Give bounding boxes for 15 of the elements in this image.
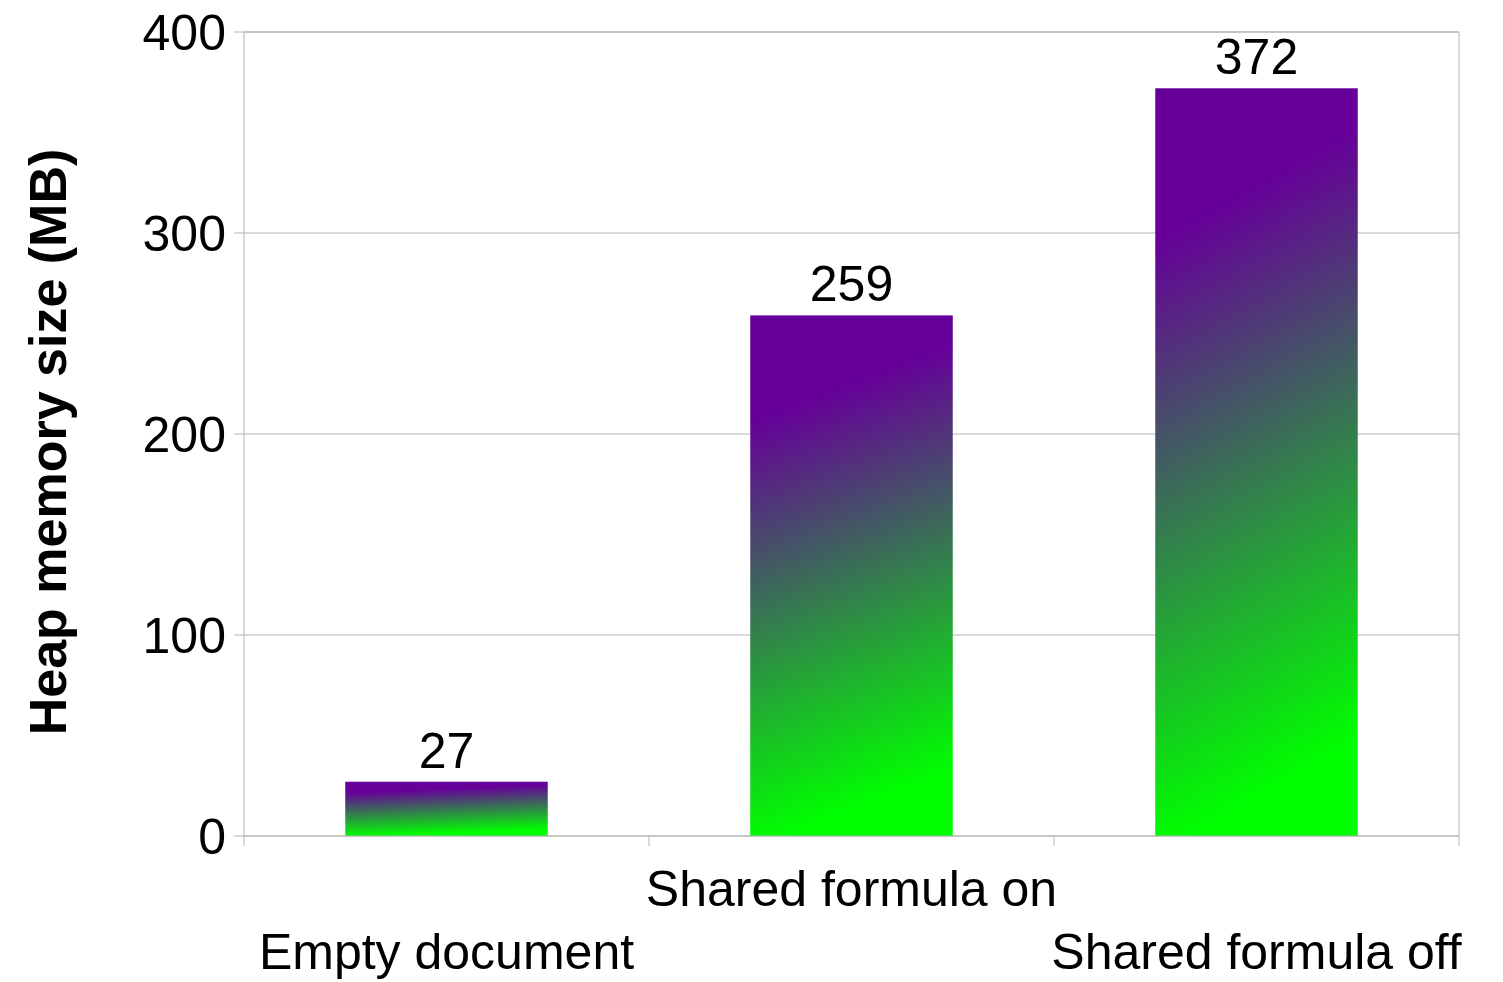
bar xyxy=(345,781,548,836)
y-axis-title: Heap memory size (MB) xyxy=(19,148,77,736)
y-tick-label: 0 xyxy=(198,808,226,865)
bar xyxy=(750,315,953,836)
x-tick-label: Shared formula on xyxy=(645,861,1058,917)
x-tick-label: Shared formula off xyxy=(1051,924,1462,980)
y-tick-label: 100 xyxy=(142,607,226,664)
data-label: 259 xyxy=(809,256,894,313)
bar xyxy=(1155,88,1358,836)
x-tick-label: Empty document xyxy=(258,924,635,980)
y-tick-label: 400 xyxy=(142,4,226,61)
data-label: 27 xyxy=(418,722,475,779)
y-tick-label: 300 xyxy=(142,205,226,262)
y-tick-label: 200 xyxy=(142,406,226,463)
data-label: 372 xyxy=(1214,29,1299,86)
